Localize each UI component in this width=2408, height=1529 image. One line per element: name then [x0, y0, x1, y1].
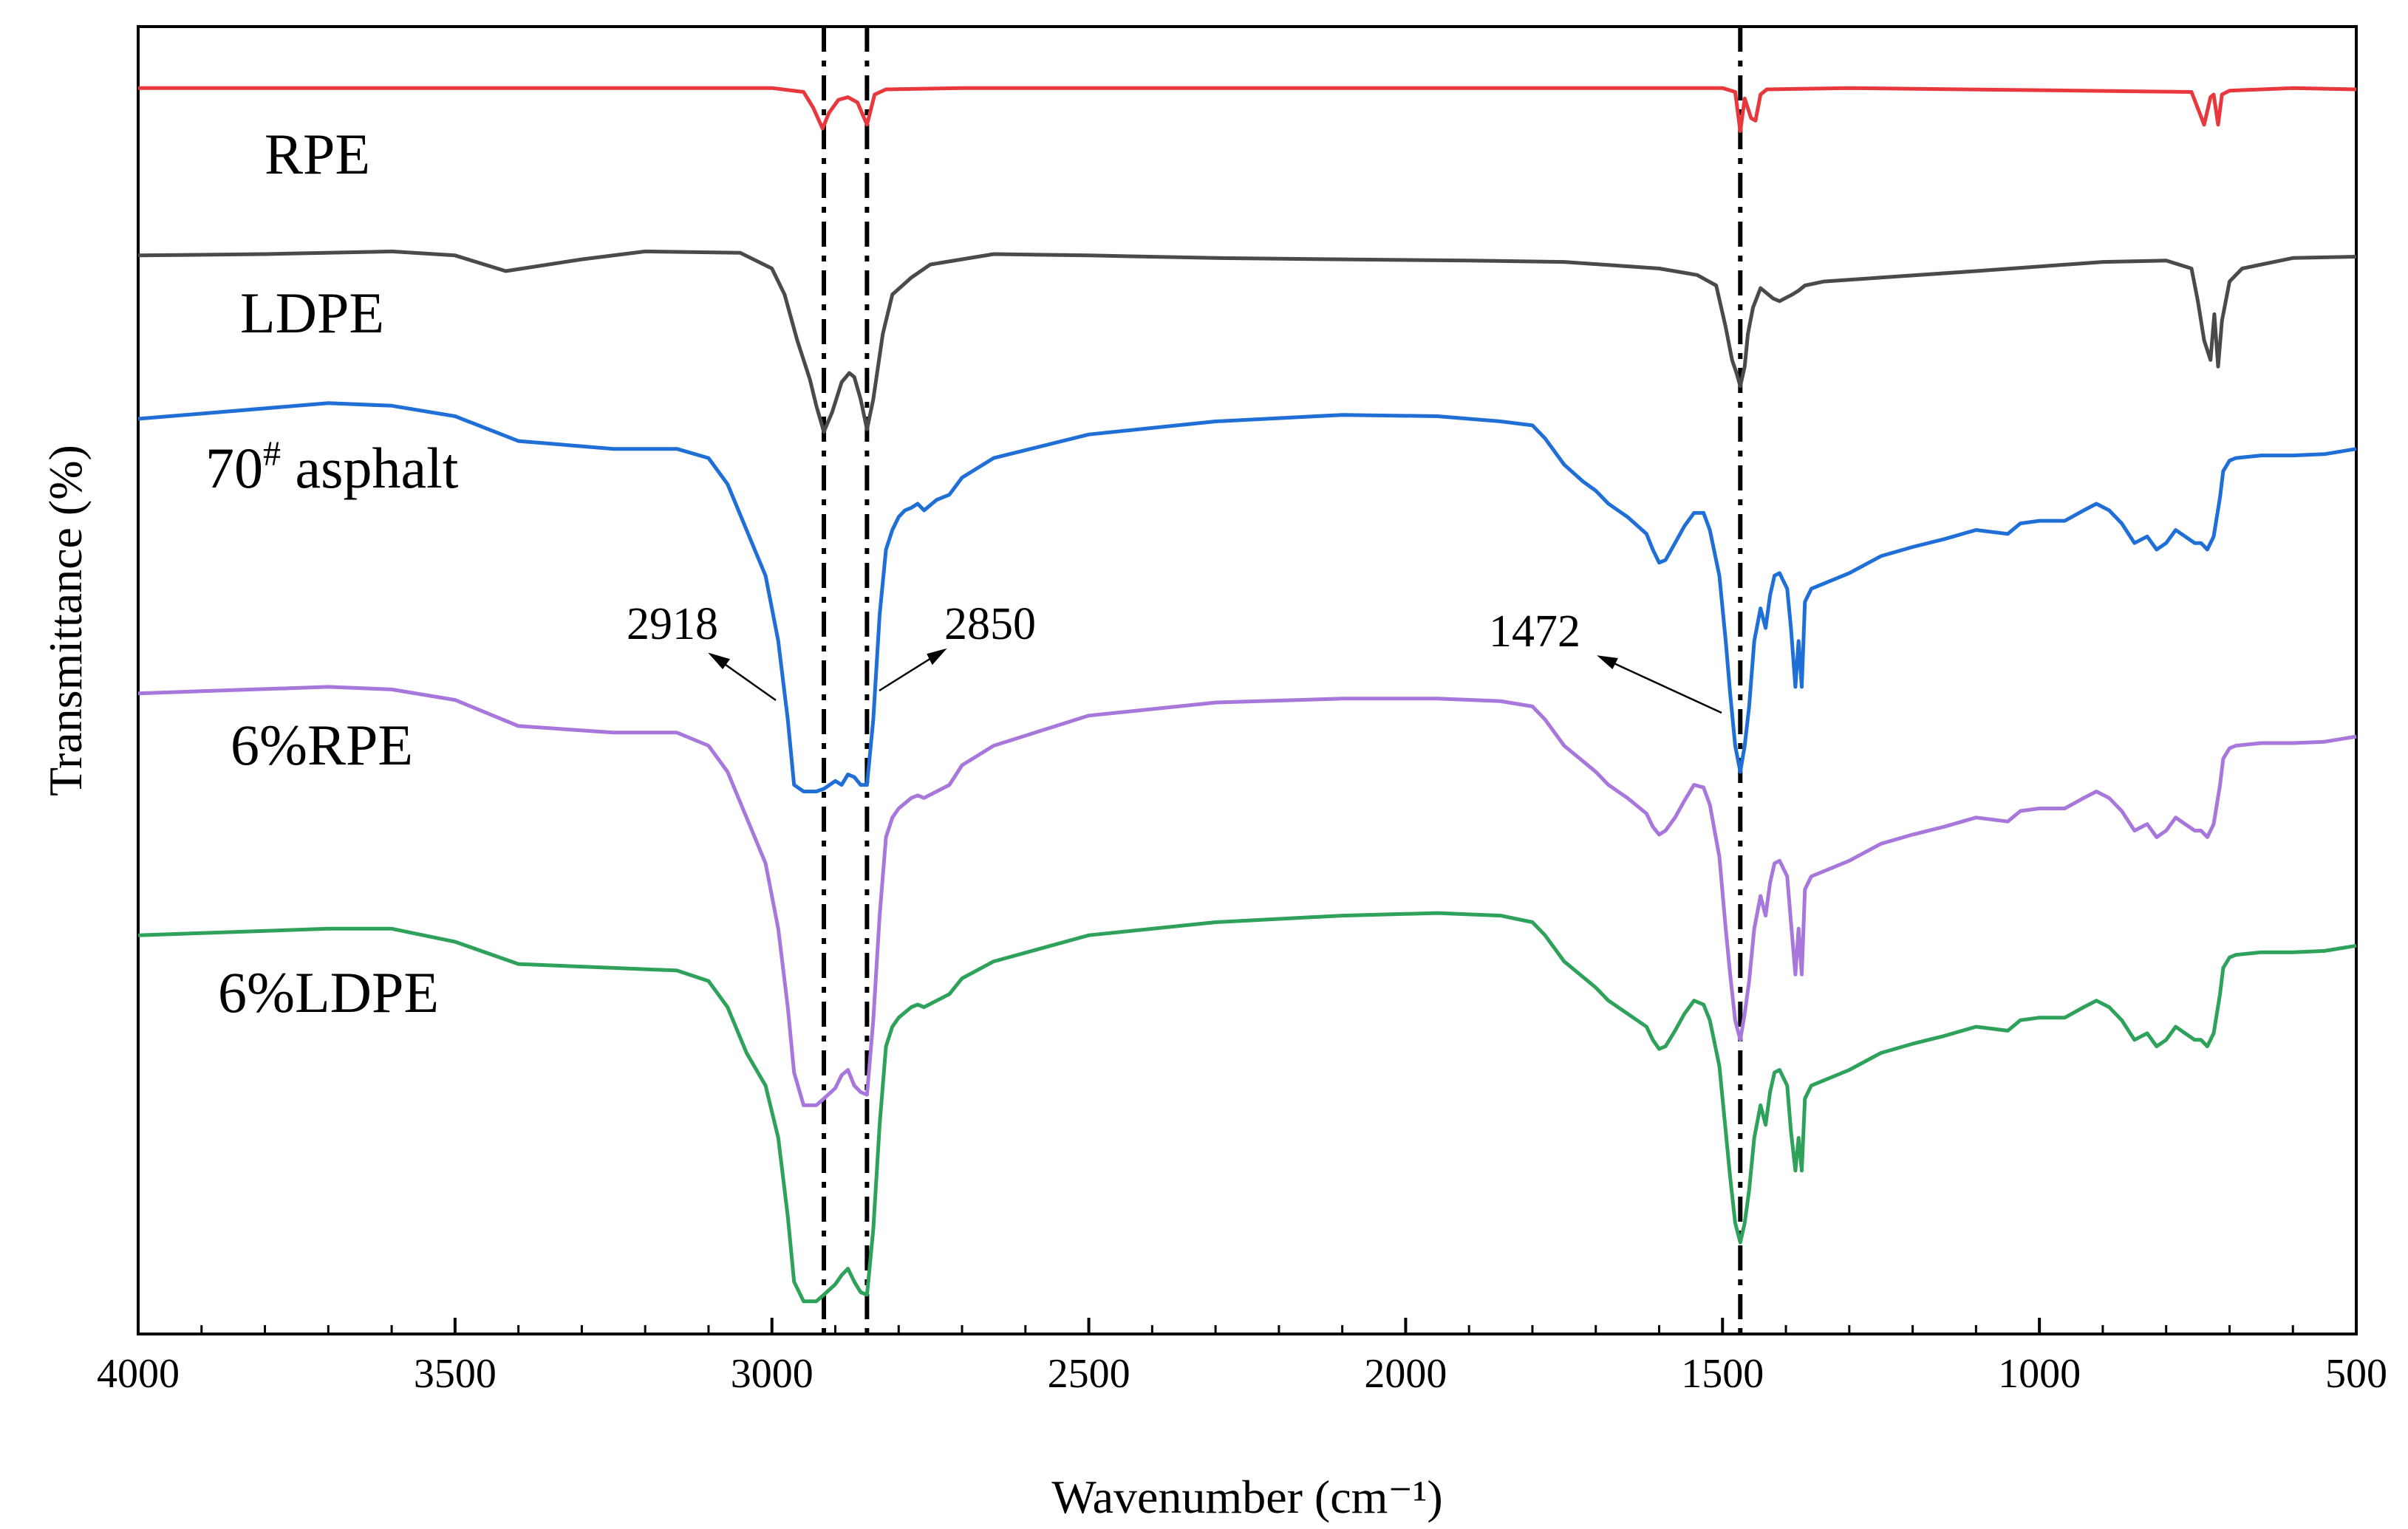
- series-label-asphalt: 70# asphalt: [205, 434, 459, 500]
- y-axis-title: Transmittance (%): [39, 445, 92, 796]
- plot-frame: [137, 25, 2358, 1335]
- series-label-ldpe: LDPE: [240, 281, 384, 345]
- series-label-6rpe: 6%RPE: [231, 713, 413, 777]
- series-line-70-asphalt: [137, 401, 2357, 793]
- series-line-6-ldpe: [137, 911, 2357, 1304]
- series-label-rpe: RPE: [265, 122, 370, 186]
- x-tick-label-1000: 1000: [1998, 1351, 2081, 1397]
- series-label-asphalt-sup: #: [263, 434, 281, 473]
- reference-lines: [822, 27, 1743, 1334]
- series-layer: [137, 86, 2357, 1304]
- x-tick-label-1500: 1500: [1681, 1351, 1764, 1397]
- series-line-ldpe: [137, 249, 2357, 434]
- annotation-arrowhead-1472: [1597, 655, 1618, 670]
- annotation-arrow-2850: [879, 654, 935, 692]
- annotation-arrowhead-2850: [927, 648, 947, 666]
- series-line-rpe: [138, 86, 2357, 134]
- series-label-asphalt-main: 70: [205, 436, 263, 500]
- annotation-arrow-1472: [1610, 660, 1722, 714]
- annotation-label-1472: 1472: [1489, 606, 1580, 657]
- series-label-6ldpe: 6%LDPE: [218, 960, 439, 1025]
- x-axis-ticks: 4000 3500 3000 2500 2000 1500 1000 500: [97, 1318, 2387, 1397]
- x-tick-label-3000: 3000: [731, 1351, 814, 1397]
- x-tick-label-3500: 3500: [414, 1351, 497, 1397]
- annotation-arrowhead-2918: [708, 652, 731, 669]
- annotation-label-2918: 2918: [627, 599, 718, 649]
- x-tick-label-500: 500: [2325, 1351, 2387, 1397]
- x-tick-label-2500: 2500: [1048, 1351, 1130, 1397]
- x-axis-title: Wavenumber (cm⁻¹): [1051, 1471, 1442, 1523]
- annotation-arrows: [708, 648, 1722, 714]
- x-tick-label-4000: 4000: [97, 1351, 180, 1397]
- series-label-asphalt-rest: asphalt: [281, 436, 459, 500]
- x-tick-label-2000: 2000: [1364, 1351, 1447, 1397]
- series-line-6-rpe: [137, 685, 2357, 1107]
- annotation-label-2850: 2850: [944, 599, 1036, 649]
- annotation-arrow-2918: [720, 660, 777, 702]
